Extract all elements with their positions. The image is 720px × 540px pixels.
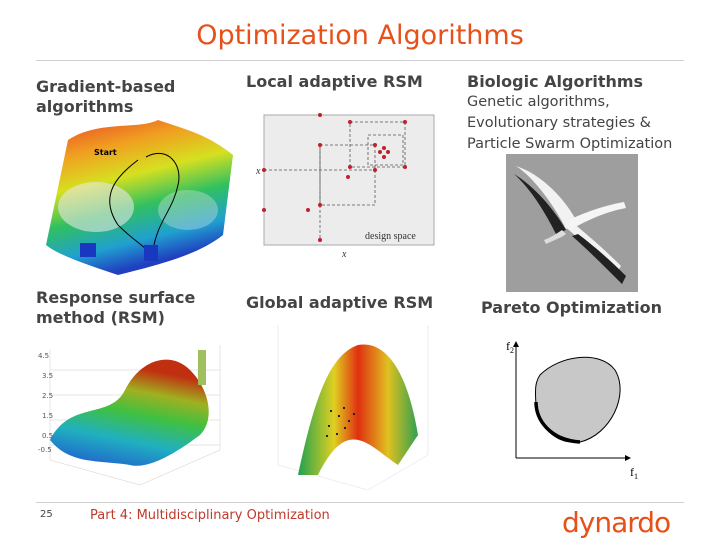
svg-text:1.5: 1.5 xyxy=(42,412,53,420)
gradient-heading-line2: algorithms xyxy=(36,97,134,116)
biologic-line1: Genetic algorithms, xyxy=(467,94,610,110)
pareto-y-label: f2 xyxy=(506,339,514,355)
svg-text:2.5: 2.5 xyxy=(42,392,53,400)
pareto-x-label: f1 xyxy=(630,465,638,480)
footer-text: Part 4: Multidisciplinary Optimization xyxy=(90,508,330,523)
biologic-heading: Biologic Algorithms xyxy=(467,72,644,91)
rsm-heading-line2: method (RSM) xyxy=(36,308,165,327)
gradient-surface-image: Start xyxy=(46,120,233,275)
gradient-heading: Gradient-based algorithms xyxy=(36,77,175,117)
global-rsm-plot xyxy=(277,325,429,491)
biologic-line2: Evolutionary strategies & xyxy=(467,115,651,131)
svg-text:-0.5: -0.5 xyxy=(38,446,52,454)
rsm-surface-plot: 4.5 3.5 2.5 1.5 0.5 -0.5 xyxy=(38,345,221,486)
dynardo-logo: dynardo xyxy=(562,506,671,539)
page-number: 25 xyxy=(40,509,53,520)
local-rsm-diagram: design space x x xyxy=(255,113,435,260)
biologic-line3: Particle Swarm Optimization xyxy=(467,136,673,152)
global-rsm-heading: Global adaptive RSM xyxy=(246,293,434,312)
local-rsm-heading: Local adaptive RSM xyxy=(246,72,423,91)
svg-text:4.5: 4.5 xyxy=(38,352,49,360)
rsm-heading-line1: Response surface xyxy=(36,288,196,307)
svg-text:0.5: 0.5 xyxy=(42,432,53,440)
local-rsm-x-axis: x xyxy=(341,249,347,260)
local-rsm-y-axis: x xyxy=(255,166,261,177)
gradient-heading-line1: Gradient-based xyxy=(36,77,176,96)
svg-text:3.5: 3.5 xyxy=(42,372,53,380)
design-space-label: design space xyxy=(365,231,416,242)
pareto-heading: Pareto Optimization xyxy=(481,298,663,317)
biologic-block: Biologic Algorithms Genetic algorithms, … xyxy=(467,72,672,155)
start-label: Start xyxy=(94,148,117,157)
rsm-heading: Response surface method (RSM) xyxy=(36,288,195,328)
title-divider xyxy=(36,60,684,61)
slide-title: Optimization Algorithms xyxy=(196,20,524,51)
crane-photo xyxy=(506,154,638,292)
footer-divider xyxy=(36,502,684,503)
pareto-diagram: f2 f1 xyxy=(506,339,638,480)
